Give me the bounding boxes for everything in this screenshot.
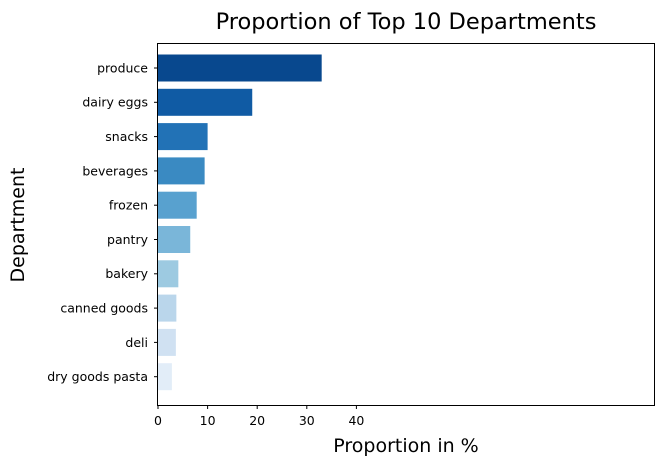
bar-deli	[158, 328, 176, 356]
bar-produce	[158, 54, 322, 82]
bar-dairy-eggs	[158, 88, 253, 116]
x-tick-label-0: 0	[154, 413, 162, 428]
y-tick-label-snacks: snacks	[105, 129, 148, 144]
y-tick-label-beverages: beverages	[82, 163, 148, 178]
x-tick-label-10: 10	[200, 413, 216, 428]
bar-beverages	[158, 157, 205, 185]
x-axis-title: Proportion in %	[333, 435, 479, 457]
bar-snacks	[158, 123, 208, 151]
chart-title: Proportion of Top 10 Departments	[216, 9, 597, 35]
y-tick-label-dry-goods-pasta: dry goods pasta	[47, 369, 148, 384]
bar-frozen	[158, 191, 197, 219]
y-axis-title: Department	[7, 168, 29, 283]
bar-canned-goods	[158, 294, 177, 322]
y-tick-label-bakery: bakery	[105, 266, 148, 281]
y-tick-layer: produce dairy eggs snacks beverages frozen pa…	[47, 60, 158, 384]
bar-dry-goods-pasta	[158, 363, 172, 391]
x-tick-label-30: 30	[299, 413, 315, 428]
y-tick-label-dairy-eggs: dairy eggs	[82, 95, 148, 110]
plot-frame	[157, 43, 655, 406]
x-tick-layer: 0 10 20 30 40	[154, 405, 364, 428]
y-tick-label-canned-goods: canned goods	[60, 300, 148, 315]
bar-pantry	[158, 226, 191, 253]
y-tick-label-deli: deli	[125, 335, 148, 350]
bars-layer	[158, 54, 322, 391]
bar-bakery	[158, 260, 179, 288]
x-tick-label-20: 20	[249, 413, 265, 428]
y-tick-label-pantry: pantry	[107, 232, 149, 247]
y-tick-label-frozen: frozen	[109, 198, 148, 213]
y-tick-label-produce: produce	[97, 60, 148, 75]
x-tick-label-40: 40	[348, 413, 364, 428]
